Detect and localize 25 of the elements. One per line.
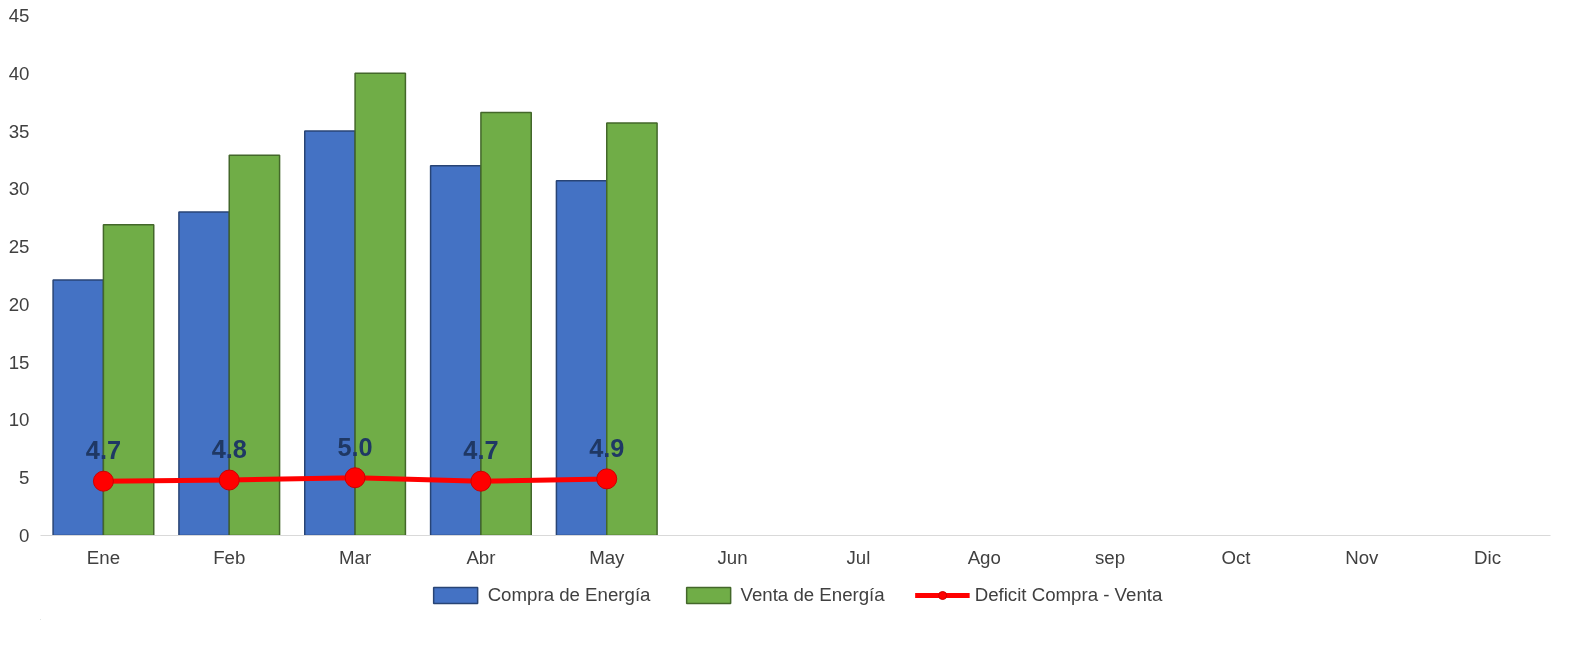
y-tick-label: 20 xyxy=(8,293,30,315)
x-tick-label: Jul xyxy=(846,546,871,568)
x-tick-label: Jun xyxy=(717,546,748,568)
x-tick-label: May xyxy=(589,546,626,568)
legend-label: Compra de Energía xyxy=(487,584,651,606)
legend-label: Deficit Compra - Venta xyxy=(974,584,1163,606)
x-tick-label: Abr xyxy=(466,546,496,568)
y-tick-label: 30 xyxy=(8,178,30,200)
y-tick-label: 15 xyxy=(8,351,30,373)
x-tick-label: Ene xyxy=(86,546,121,568)
x-tick-label: Mar xyxy=(339,546,372,568)
x-tick-label: Oct xyxy=(1221,546,1252,568)
y-tick-label: 5 xyxy=(19,467,30,489)
legend-label: Venta de Energía xyxy=(740,584,885,606)
y-tick-label: 40 xyxy=(8,62,30,84)
y-tick-label: 10 xyxy=(8,409,30,431)
y-tick-label: 35 xyxy=(8,120,30,142)
x-tick-label: Ago xyxy=(967,546,1001,568)
x-tick-label: Feb xyxy=(213,546,246,568)
x-tick-label: sep xyxy=(1095,546,1126,568)
x-tick-label: Dic xyxy=(1474,546,1502,568)
y-tick-label: 0 xyxy=(19,525,30,546)
y-tick-label: 45 xyxy=(8,5,30,26)
x-tick-label: Nov xyxy=(1345,546,1380,568)
y-tick-label: 25 xyxy=(8,236,30,258)
